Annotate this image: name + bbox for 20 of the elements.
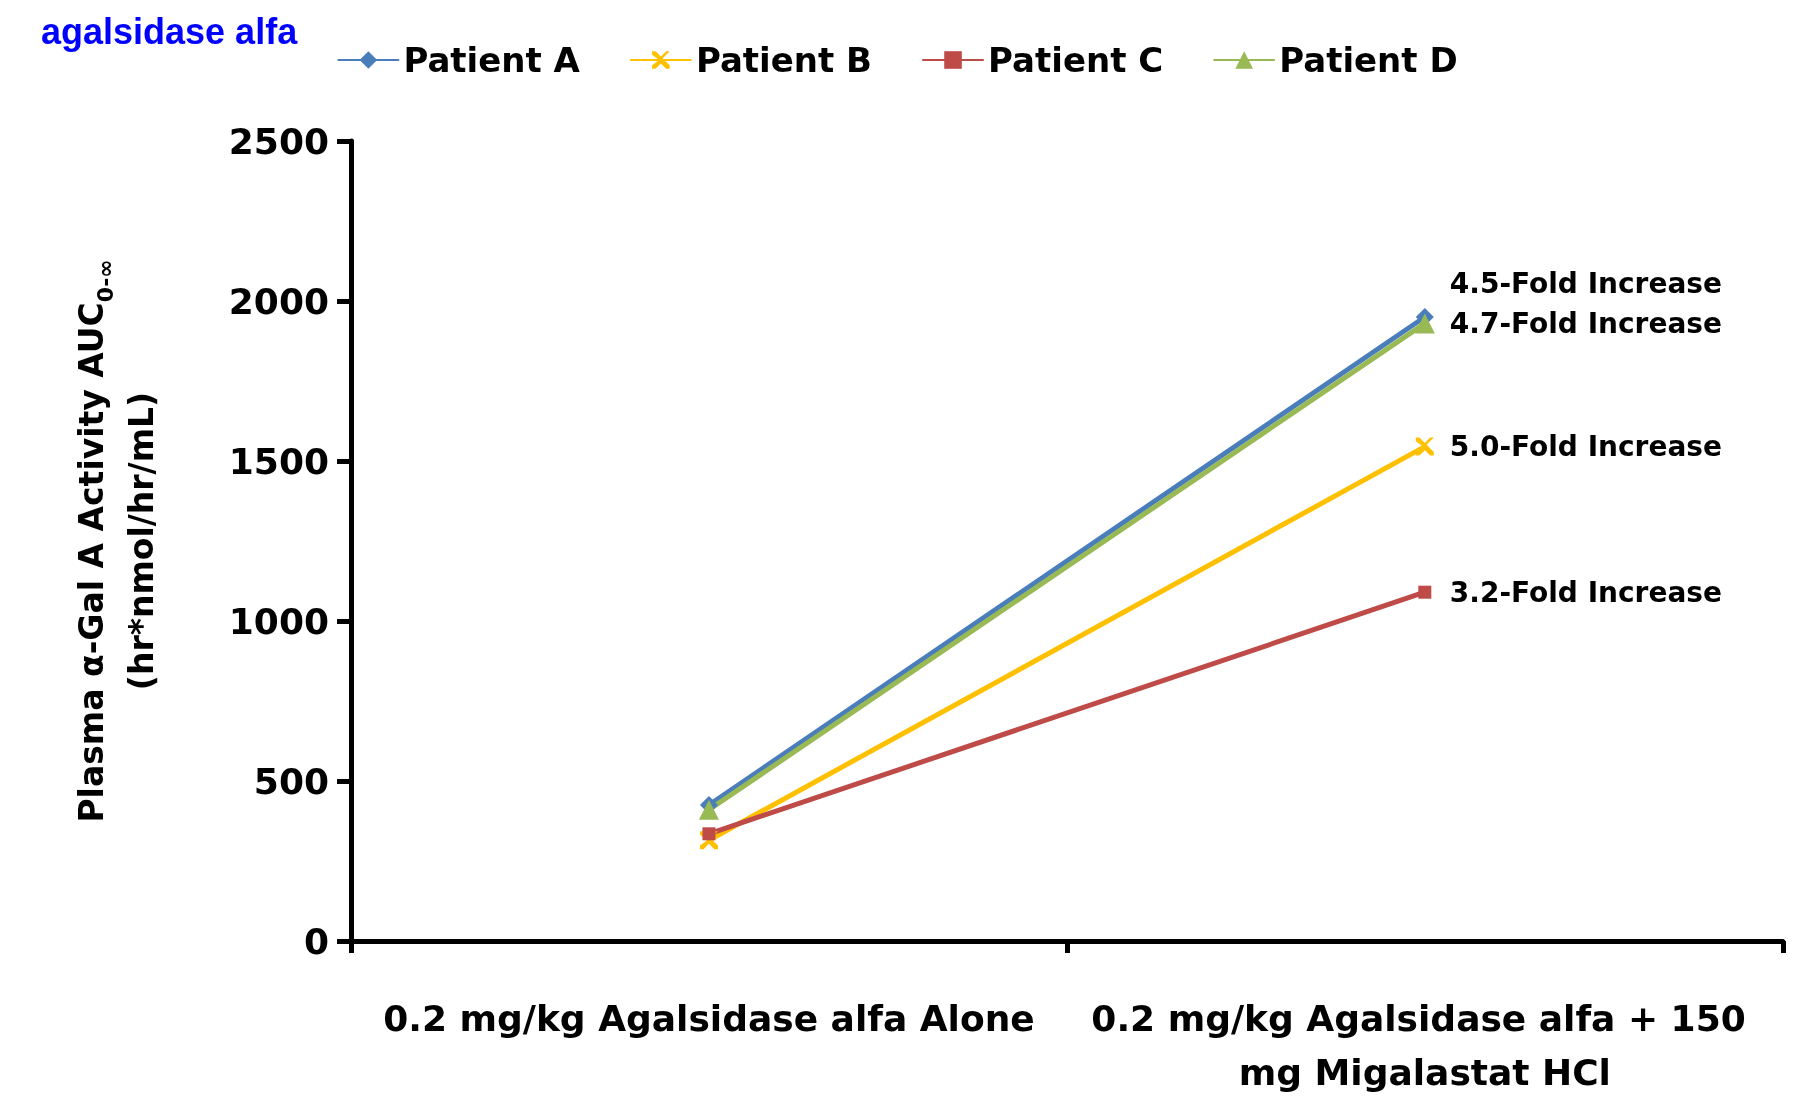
- legend-label: Patient A: [403, 40, 581, 80]
- annotation: 3.2-Fold Increase: [1449, 575, 1722, 609]
- x-tick-label: 0.2 mg/kg Agalsidase alfa + 150 mg Migalastat HCl: [1091, 997, 1759, 1093]
- y-tick-label: 1500: [228, 440, 329, 482]
- annotation: 5.0-Fold Increase: [1449, 430, 1722, 464]
- y-tick-label: 2500: [228, 120, 329, 162]
- legend-label: Patient D: [1279, 40, 1458, 80]
- legend-label: Patient C: [988, 40, 1164, 80]
- chart-title: agalsidase alfa: [41, 10, 299, 52]
- point: [1415, 437, 1434, 456]
- annotation: 4.7-Fold Increase: [1449, 306, 1722, 340]
- x-tick-label: 0.2 mg/kg Agalsidase alfa Alone: [383, 997, 1035, 1039]
- y-tick-label: 0: [303, 920, 329, 962]
- y-tick-label: 1000: [228, 600, 329, 642]
- point: [1418, 585, 1432, 599]
- annotation: 4.5-Fold Increase: [1449, 266, 1722, 300]
- y-tick-label: 500: [253, 760, 329, 802]
- legend-label: Patient B: [695, 40, 873, 80]
- y-tick-label: 2000: [228, 280, 329, 322]
- text: Plasma α-Gal A Activity AUC0-∞ (hr*nmol/hr/mL): [71, 259, 161, 823]
